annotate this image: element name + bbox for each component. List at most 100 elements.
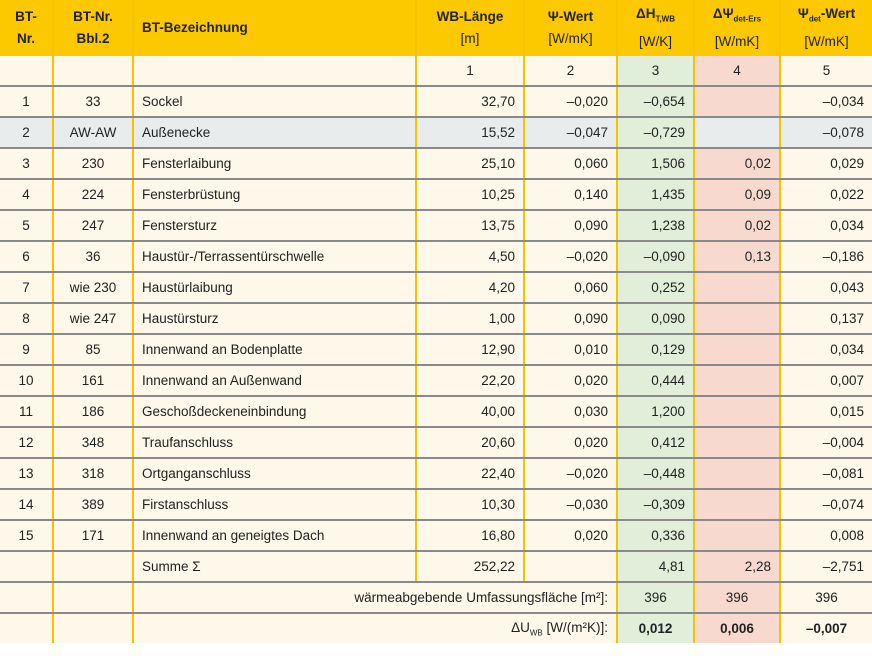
header-title: ΔHT,WB [626,3,685,31]
table-cell: Fenstersturz [132,210,416,242]
table-cell: 9 [0,334,53,366]
table-cell: 1,00 [415,303,524,335]
table-cell: 0,140 [523,179,617,211]
column-header: Ψ-Wert [W/mK] [523,0,617,56]
table-cell: 0,336 [616,520,694,552]
table-cell: 1,200 [616,396,694,428]
table-cell: 0,090 [616,303,694,335]
table-cell: 0,034 [779,210,872,242]
table-row: 12 348 Traufanschluss 20,60 0,020 0,412 –0,004 [0,427,872,459]
table-cell: Außenecke [132,117,416,149]
column-header: BT-Nr. Bbl.2 [52,0,133,56]
header-title: ΔΨdet-Ers [703,3,771,31]
table-cell: 0,020 [523,520,617,552]
table-cell: 13 [0,458,53,490]
table-cell [693,117,780,149]
empty-cell [52,613,133,643]
empty-cell [0,613,53,643]
header-label: ΔH [635,6,656,22]
table-cell: –0,047 [523,117,617,149]
table-cell: 85 [52,334,133,366]
table-row: 14 389 Firstanschluss 10,30 –0,030 –0,309 –0,0… [0,489,872,521]
table-row: 9 85 Innenwand an Bodenplatte 12,90 0,010 0,1… [0,334,872,366]
table-cell: 0,412 [616,427,694,459]
header-title: BT-Nr. [62,6,124,28]
table-cell: –0,309 [616,489,694,521]
table-cell: Fensterlaibung [132,148,416,180]
empty-cell [0,551,53,583]
table-cell: Haustürsturz [132,303,416,335]
table-cell: Firstanschluss [132,489,416,521]
table-cell: 14 [0,489,53,521]
header-unit: Nr. [16,31,35,46]
header-label: BT- [15,9,37,24]
header-subscript: det-Ers [733,14,762,24]
table-cell: 186 [52,396,133,428]
sum-length: 252,22 [415,551,524,583]
table-cell: 1,506 [616,148,694,180]
header-unit: Bbl.2 [76,31,110,46]
empty-cell [52,551,133,583]
column-header: BT-Bezeichnung [132,0,416,56]
empty-cell [52,582,133,614]
table-cell: wie 230 [52,272,133,304]
header-label: Ψ [797,6,809,22]
table-row: 5 247 Fenstersturz 13,75 0,090 1,238 0,02 0,034 [0,210,872,242]
table-cell: –0,729 [616,117,694,149]
table-cell: 0,13 [693,241,780,273]
sum-psidet: –2,751 [779,551,872,583]
table-cell: 15,52 [415,117,524,149]
table-cell [693,365,780,397]
column-number: 2 [523,56,617,87]
table-cell: 0,090 [523,303,617,335]
table-row: 7 wie 230 Haustürlaibung 4,20 0,060 0,252 0,04… [0,272,872,304]
table-cell: 6 [0,241,53,273]
area-dh: 396 [616,582,694,614]
header-label: BT-Bezeichnung [142,20,248,35]
header-label: BT-Nr. [73,9,113,24]
table-cell: Haustürlaibung [132,272,416,304]
table-cell: 33 [52,86,133,118]
table-cell: 10,30 [415,489,524,521]
column-header: ΔΨdet-Ers [W/mK] [693,0,780,56]
table-cell [693,489,780,521]
table-cell: 0,029 [779,148,872,180]
header-unit: [W/mK] [804,33,849,49]
du-value: 0,006 [720,621,754,636]
area-psidet: 396 [779,582,872,614]
sum-row: Summe Σ 252,22 4,81 2,28 –2,751 [0,551,872,583]
table-cell: 10 [0,365,53,397]
table-row: 1 33 Sockel 32,70 –0,020 –0,654 –0,034 [0,86,872,118]
table-cell [693,303,780,335]
table-cell [693,396,780,428]
table-cell: 0,444 [616,365,694,397]
table-cell: 0,252 [616,272,694,304]
table-cell: Geschoßdeckeneinbindung [132,396,416,428]
du-label: ΔUWB [W/(m²K)]: [132,613,617,643]
column-number: 5 [779,56,872,87]
table-cell: Traufanschluss [132,427,416,459]
table-cell: –0,654 [616,86,694,118]
table-row: 4 224 Fensterbrüstung 10,25 0,140 1,435 0,09 0,… [0,179,872,211]
du-label-unit: [W/(m²K)]: [542,619,608,635]
table-cell: 12,90 [415,334,524,366]
header-subscript: T,WB [655,14,675,24]
table-cell: 0,022 [779,179,872,211]
empty-cell [523,551,617,583]
table-cell: 0,09 [693,179,780,211]
empty-cell [0,56,53,87]
table-cell: 40,00 [415,396,524,428]
table-cell: 5 [0,210,53,242]
table-cell: 171 [52,520,133,552]
table-cell: 7 [0,272,53,304]
column-number: 1 [415,56,524,87]
table-cell: –0,004 [779,427,872,459]
column-header: BT- Nr. [0,0,53,56]
header-label-suffix: -Wert [820,6,856,22]
table-cell: Innenwand an Außenwand [132,365,416,397]
header-label: ΔΨ [712,6,734,22]
table-cell [693,86,780,118]
table-cell: –0,020 [523,458,617,490]
